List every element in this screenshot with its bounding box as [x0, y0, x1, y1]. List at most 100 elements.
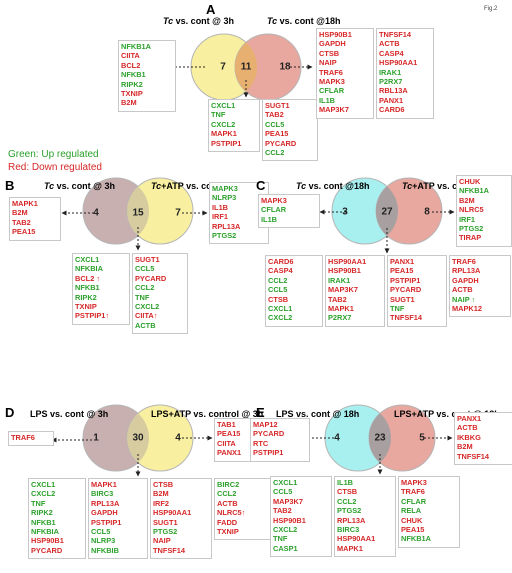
gene-label: ACTB	[379, 39, 400, 49]
gene-label: NFKB1	[31, 517, 56, 527]
panel-e-mid-genes-box: IL1B CTSB CCL2 PTGS2 RPL13A BIRC3 HSP90AA1 MAPK…	[334, 476, 396, 558]
panel-b-mid-genes-box: CXCL1 NFKBIA BCL2 ↑ NFKB1 RIPK2 TXNIP PSTPIP1↑	[72, 253, 130, 325]
gene-label: CCL5	[265, 119, 285, 129]
gene-label: PSTPIP1	[390, 275, 421, 285]
panel-a-mid-genes-box: SUGT1 TAB2 CCL5 PEA15 PYCARD CCL2	[262, 99, 318, 162]
gene-label: CXCL1	[75, 255, 100, 264]
panel-b-left-count: 4	[93, 207, 99, 219]
gene-label: CCL5	[273, 487, 293, 497]
gene-label: ACTB	[135, 320, 156, 330]
gene-label: NLRC5↑	[217, 508, 246, 518]
panel-d-left-title: LPS vs. cont @ 3h	[30, 409, 109, 419]
gene-label: PSTPIP1	[211, 138, 242, 148]
gene-label: ACTB	[452, 285, 473, 295]
panel-b-mid-genes-box: SUGT1 CCL5 PYCARD CCL2 TNF CXCL2 CIITA↑ ACTB	[132, 253, 188, 335]
legend: Green: Up regulated Red: Down regulated	[8, 148, 102, 174]
gene-label: MAP3K7	[273, 496, 303, 506]
gene-label: PEA15	[401, 525, 425, 535]
gene-label: MAPK1	[91, 480, 117, 489]
venn-d-overlap	[127, 405, 149, 471]
venn-c-overlap	[376, 178, 398, 244]
gene-label: TRAF6	[11, 433, 35, 442]
gene-label: IL1B	[337, 478, 354, 487]
gene-label: HSP90AA1	[337, 534, 376, 544]
panel-c-mid-genes-box: HSP90AA1 HSP90B1 IRAK1 MAP3K7 TAB2 MAPK1 P2RX7	[325, 255, 385, 327]
gene-label: SUGT1	[153, 517, 178, 527]
gene-label: TIRAP	[459, 233, 482, 243]
venn-e-overlap	[369, 405, 391, 471]
gene-label: SUGT1	[265, 101, 290, 110]
gene-label: CARD6	[268, 257, 294, 266]
gene-label: B2M	[457, 442, 473, 452]
gene-label: CFLAR	[401, 496, 427, 506]
gene-label: TXNIP	[121, 89, 143, 99]
gene-label: CXCL1	[211, 101, 236, 110]
gene-label: TAB2	[265, 110, 284, 120]
panel-c-mid-genes-box: PANX1 PEA15 PSTPIP1 PYCARD SUGT1 TNF TNFSF14	[387, 255, 447, 327]
gene-label: IL1B	[319, 95, 336, 105]
venn-e	[301, 404, 453, 475]
gene-label: TAB1	[217, 420, 236, 429]
gene-label: NFKB1A	[121, 42, 151, 51]
gene-label: CXCL1	[31, 480, 56, 489]
gene-label: NFKB1A	[401, 534, 431, 544]
gene-label: CCL2	[268, 275, 288, 285]
gene-label: CTSB	[153, 480, 174, 489]
panel-d-left-count: 1	[93, 432, 99, 444]
panel-a-mid-genes-box: CXCL1 TNF CXCL2 MAPK1 PSTPIP1	[208, 99, 260, 152]
gene-label: TAB2	[273, 506, 292, 516]
gene-label: SUGT1	[135, 255, 160, 264]
legend-up: Green: Up regulated	[8, 149, 99, 160]
gene-label: PTGS2	[153, 527, 178, 537]
gene-label: GAPDH	[319, 39, 346, 49]
gene-label: B2M	[153, 489, 169, 499]
gene-label: TAB2	[12, 217, 31, 227]
gene-label: NFKBIA	[75, 264, 103, 274]
gene-label: HSP90B1	[328, 266, 361, 276]
gene-label: PTGS2	[212, 231, 237, 241]
panel-e-left-genes-box: MAP12 PYCARD RTC PSTPIP1	[250, 418, 310, 462]
panel-b-left-title: Tc vs. cont @ 3h	[44, 181, 115, 191]
gene-label: NLRP3	[212, 193, 237, 203]
gene-label: CIITA	[217, 438, 236, 448]
panel-d-mid-genes-box: CTSB B2M IRF2 HSP90AA1 SUGT1 PTGS2 NAIP TNFSF14	[150, 478, 212, 560]
gene-label: PYCARD	[31, 545, 63, 555]
panel-c-right-count: 8	[424, 206, 430, 218]
gene-label: HSP90B1	[31, 536, 64, 546]
panel-label-c: C	[256, 178, 266, 193]
gene-label: HSP90B1	[319, 30, 352, 39]
gene-label: MAP12	[253, 420, 278, 429]
panel-d-mid-count: 30	[132, 432, 144, 444]
gene-label: TRAF6	[401, 487, 425, 497]
gene-label: CXCL2	[211, 119, 236, 129]
gene-label: CXCL1	[268, 304, 293, 314]
gene-label: SUGT1	[390, 294, 415, 304]
gene-label: RIPK2	[75, 292, 97, 302]
gene-label: PANX1	[457, 414, 482, 423]
panel-b-right-count: 7	[175, 207, 181, 219]
gene-label: IRAK1	[379, 67, 402, 77]
gene-label: BIRC3	[91, 489, 114, 499]
panel-b-left-genes-box: MAPK1 B2M TAB2 PEA15	[9, 197, 61, 241]
gene-label: TNFSF14	[153, 545, 186, 555]
gene-label: B2M	[121, 98, 137, 108]
gene-label: PTGS2	[337, 506, 362, 516]
gene-label: TRAF6	[452, 257, 476, 266]
gene-label: NAIP	[319, 58, 337, 68]
gene-label: CFLAR	[319, 86, 345, 96]
panel-d-mid-genes-box: BIRC2 CCL2 ACTB NLRC5↑ FADD TXNIP	[214, 478, 274, 541]
gene-label: TNF	[31, 498, 46, 508]
gene-label: NFKB1	[121, 70, 146, 80]
panel-b-mid-count: 15	[132, 207, 144, 219]
gene-label: FADD	[217, 517, 238, 527]
panel-c-right-genes-box: CHUK NFKB1A B2M NLRC5 IRF1 PTGS2 TIRAP	[456, 175, 512, 247]
panel-label-a: A	[206, 2, 216, 17]
gene-label: RPL13A	[452, 266, 481, 276]
gene-label: RPL13A	[91, 498, 120, 508]
gene-label: PYCARD	[135, 273, 167, 283]
gene-label: PANX1	[390, 257, 415, 266]
panel-a-right-title: Tc vs. cont @18h	[267, 16, 341, 26]
gene-label: PSTPIP1	[253, 448, 284, 458]
gene-label: CHUK	[401, 515, 423, 525]
gene-label: PYCARD	[253, 429, 285, 439]
